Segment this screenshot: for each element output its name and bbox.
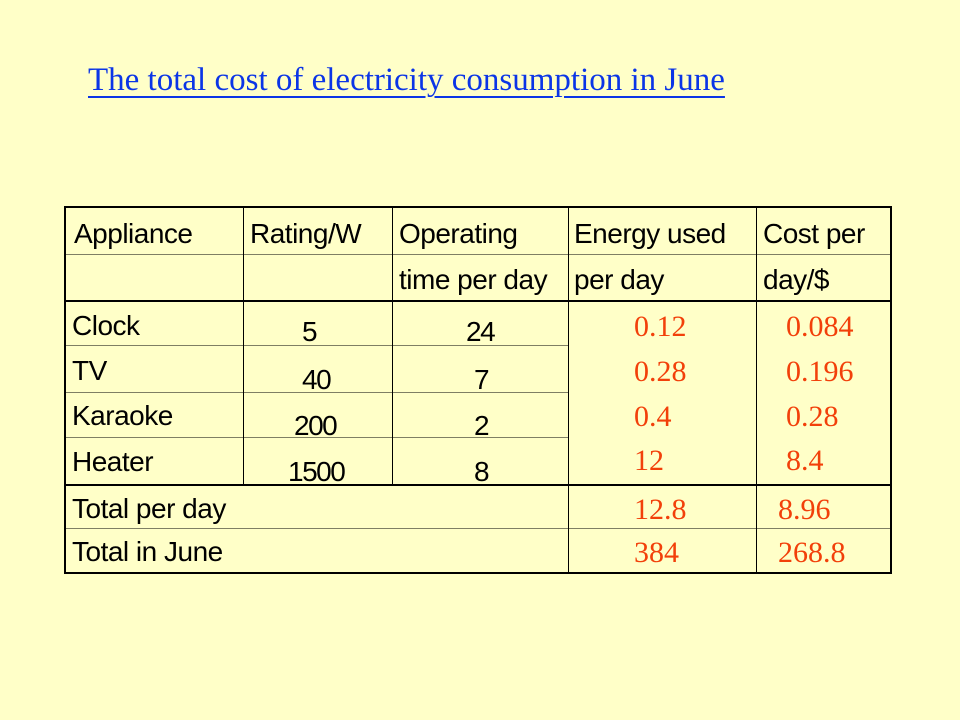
table-divider: [66, 484, 890, 486]
row-label-tv: TV: [72, 355, 107, 386]
header-operating: Operating: [399, 218, 518, 249]
rating-clock: 5: [302, 316, 318, 347]
electricity-cost-table: Appliance Rating/W Operating Energy used…: [64, 206, 892, 574]
header-cost: Cost per: [763, 218, 865, 249]
cost-tv: 0.196: [786, 355, 854, 388]
row-label-karaoke: Karaoke: [72, 400, 173, 431]
table-divider: [66, 345, 568, 346]
page-title: The total cost of electricity consumptio…: [88, 62, 725, 98]
table-divider: [392, 208, 393, 486]
header-operating-sub: time per day: [399, 264, 548, 295]
time-tv: 7: [474, 364, 490, 395]
cost-clock: 0.084: [786, 310, 854, 343]
time-clock: 24: [466, 316, 496, 347]
table-divider: [568, 208, 569, 572]
table-divider: [243, 208, 244, 486]
total-per-day-cost: 8.96: [778, 493, 831, 526]
row-label-clock: Clock: [72, 310, 140, 341]
time-heater: 8: [474, 456, 490, 487]
table-divider: [66, 392, 568, 393]
header-rating: Rating/W: [250, 218, 362, 249]
total-in-june-energy: 384: [634, 536, 679, 569]
table-divider: [66, 437, 568, 438]
table-divider: [66, 528, 890, 529]
total-per-day-label: Total per day: [72, 493, 226, 524]
total-in-june-label: Total in June: [72, 536, 223, 567]
energy-tv: 0.28: [634, 355, 687, 388]
rating-heater: 1500: [288, 456, 346, 487]
cost-karaoke: 0.28: [786, 400, 839, 433]
total-per-day-energy: 12.8: [634, 493, 687, 526]
rating-karaoke: 200: [294, 410, 338, 441]
table-divider: [66, 300, 890, 302]
energy-heater: 12: [634, 444, 664, 477]
energy-clock: 0.12: [634, 310, 687, 343]
time-karaoke: 2: [474, 410, 490, 441]
table-divider: [66, 254, 890, 255]
header-energy: Energy used: [574, 218, 726, 249]
header-appliance: Appliance: [74, 218, 193, 249]
row-label-heater: Heater: [72, 446, 154, 477]
header-cost-sub: day/$: [763, 264, 830, 295]
rating-tv: 40: [302, 364, 332, 395]
header-energy-sub: per day: [574, 264, 664, 295]
cost-heater: 8.4: [786, 444, 824, 477]
energy-karaoke: 0.4: [634, 400, 672, 433]
total-in-june-cost: 268.8: [778, 536, 846, 569]
table-divider: [756, 208, 757, 572]
